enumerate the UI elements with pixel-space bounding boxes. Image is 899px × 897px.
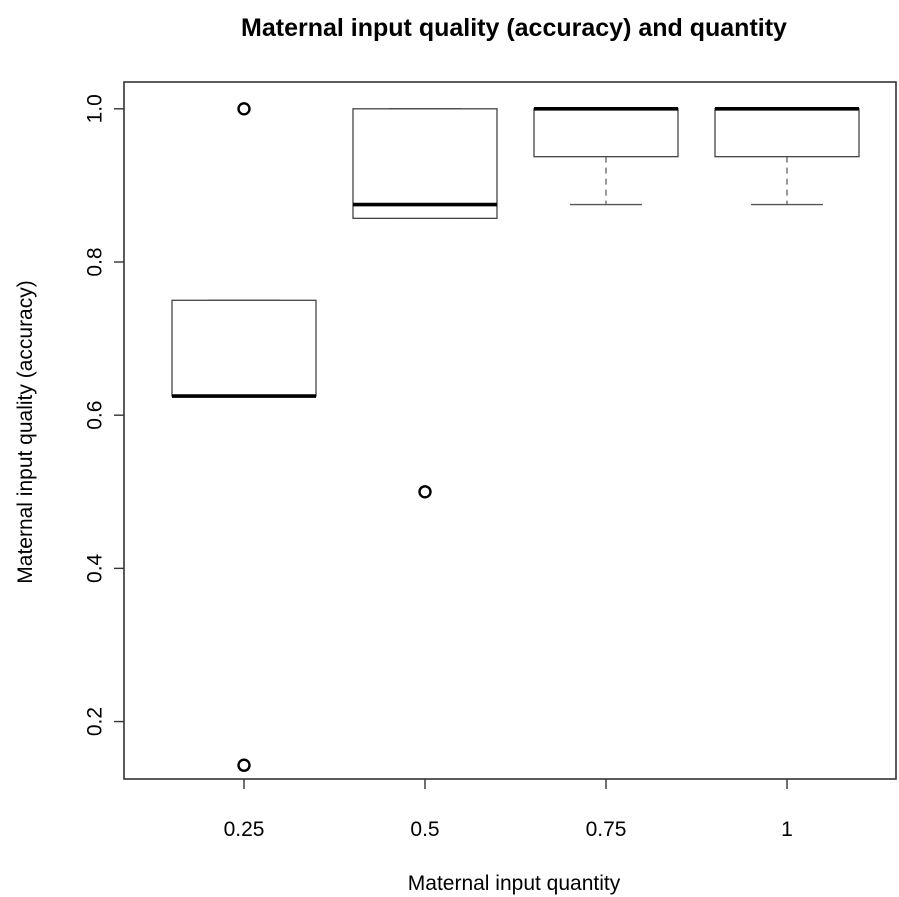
- x-axis: 0.25 0.5 0.75 1: [224, 779, 793, 841]
- box-rect: [714, 108, 860, 158]
- box-1: [171, 102, 317, 772]
- box-4: [714, 107, 860, 206]
- y-tick-label: 0.4: [84, 553, 107, 583]
- y-tick-label: 1.0: [84, 94, 107, 123]
- outlier-point: [418, 485, 432, 499]
- boxes-group: [171, 102, 860, 772]
- y-tick-label: 0.2: [84, 707, 107, 736]
- box-rect: [171, 299, 317, 397]
- x-tick-label: 0.5: [410, 818, 439, 841]
- y-tick-label: 0.6: [84, 401, 107, 430]
- y-axis: 0.2 0.4 0.6 0.8 1.0: [84, 94, 124, 736]
- outlier-point: [237, 758, 251, 772]
- outlier-point: [237, 102, 251, 116]
- chart-title: Maternal input quality (accuracy) and qu…: [241, 14, 787, 42]
- y-axis-label: Maternal input quality (accuracy): [14, 280, 37, 583]
- plot-frame: [123, 81, 897, 780]
- box-rect: [533, 108, 679, 158]
- x-tick-label: 1: [781, 818, 793, 841]
- y-tick-label: 0.8: [84, 247, 107, 276]
- box-2: [352, 108, 498, 499]
- x-tick-label: 0.25: [224, 818, 265, 841]
- box-rect: [352, 108, 498, 219]
- x-axis-label: Maternal input quantity: [408, 872, 621, 895]
- x-tick-label: 0.75: [586, 818, 627, 841]
- box-3: [533, 107, 679, 206]
